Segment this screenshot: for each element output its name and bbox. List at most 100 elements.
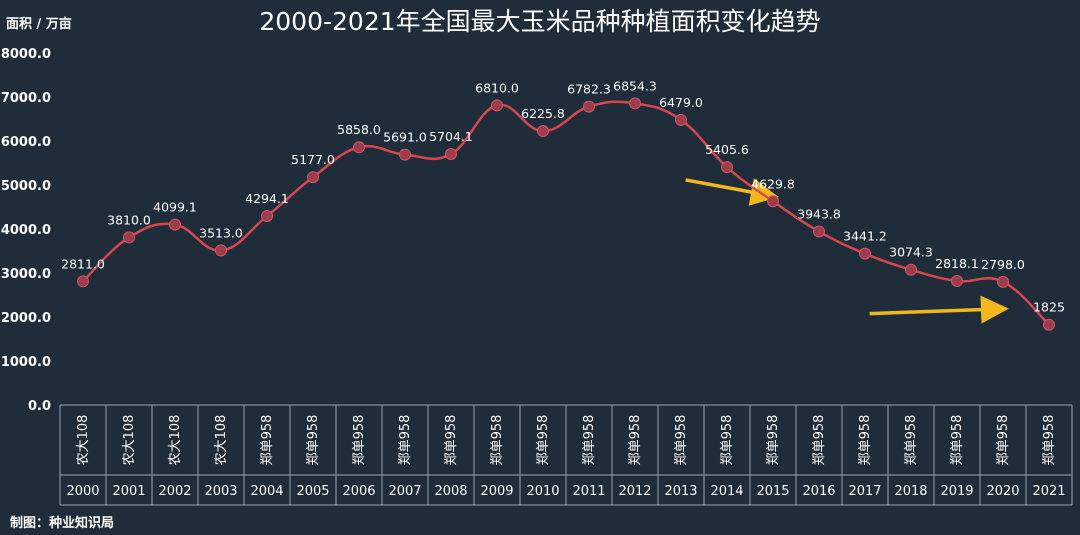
data-label: 4099.1 xyxy=(153,200,197,215)
data-label: 5858.0 xyxy=(337,122,381,137)
x-tick-label: 2001 xyxy=(112,484,145,499)
data-label: 4629.8 xyxy=(751,176,795,191)
data-point xyxy=(491,99,503,112)
y-tick-label: 8000.0 xyxy=(1,47,51,62)
x-variety-label: 郑单958 xyxy=(260,415,275,466)
data-point xyxy=(629,97,641,110)
chart-title: 2000-2021年全国最大玉米品种种植面积变化趋势 xyxy=(259,7,820,36)
y-tick-label: 7000.0 xyxy=(1,91,51,106)
x-axis: 农大108 2000 农大108 2001 农大108 2002 农大108 2003 郑单95… xyxy=(59,404,1073,506)
x-tick-label: 2014 xyxy=(710,484,743,499)
y-tick-label: 2000.0 xyxy=(1,311,51,326)
x-variety-label: 郑单958 xyxy=(444,415,459,466)
x-variety-label: 郑单958 xyxy=(490,415,505,466)
data-point xyxy=(767,195,779,208)
data-point xyxy=(261,210,273,223)
x-variety-label: 郑单958 xyxy=(398,415,413,466)
data-point xyxy=(675,113,687,126)
trend-arrow xyxy=(685,178,779,206)
data-label: 6810.0 xyxy=(475,80,519,95)
trend-arrow xyxy=(869,295,1009,324)
credit-text: 制图：种业知识局 xyxy=(10,515,114,531)
data-point xyxy=(537,125,549,138)
y-tick-label: 5000.0 xyxy=(1,179,51,194)
x-variety-label: 郑单958 xyxy=(812,415,827,466)
x-variety-label: 郑单958 xyxy=(904,415,919,466)
data-point xyxy=(77,275,89,288)
x-variety-label: 郑单958 xyxy=(858,415,873,466)
x-variety-label: 郑单958 xyxy=(582,415,597,466)
x-variety-label: 郑单958 xyxy=(306,415,321,466)
data-label: 6782.3 xyxy=(567,82,611,97)
x-tick-label: 2017 xyxy=(848,484,881,499)
data-label: 5704.1 xyxy=(429,129,473,144)
data-label: 3074.3 xyxy=(889,245,933,260)
x-variety-label: 郑单958 xyxy=(1042,415,1057,466)
x-tick-label: 2015 xyxy=(756,484,789,499)
data-point xyxy=(859,247,871,260)
x-variety-label: 郑单958 xyxy=(766,415,781,466)
data-label: 5405.6 xyxy=(705,142,749,157)
x-tick-label: 2012 xyxy=(618,484,651,499)
x-variety-label: 郑单958 xyxy=(674,415,689,466)
data-point xyxy=(1043,318,1055,331)
x-tick-label: 2002 xyxy=(158,484,191,499)
data-label: 2798.0 xyxy=(981,257,1025,272)
x-tick-label: 2016 xyxy=(802,484,835,499)
data-label: 3441.2 xyxy=(843,229,887,244)
x-tick-label: 2000 xyxy=(66,484,99,499)
y-tick-label: 0.0 xyxy=(28,399,51,414)
data-point xyxy=(813,225,825,238)
data-label: 3513.0 xyxy=(199,225,243,240)
x-variety-label: 郑单958 xyxy=(720,415,735,466)
x-variety-label: 郑单958 xyxy=(536,415,551,466)
x-tick-label: 2018 xyxy=(894,484,927,499)
x-variety-label: 农大108 xyxy=(122,415,137,466)
x-variety-label: 郑单958 xyxy=(996,415,1011,466)
x-variety-label: 农大108 xyxy=(214,415,229,466)
x-tick-label: 2005 xyxy=(296,484,329,499)
data-label: 6225.8 xyxy=(521,106,565,121)
x-tick-label: 2011 xyxy=(572,484,605,499)
x-tick-label: 2009 xyxy=(480,484,513,499)
y-axis: 0.0 1000.0 2000.0 3000.0 4000.0 5000.0 6000.0 7… xyxy=(1,47,51,414)
x-tick-label: 2006 xyxy=(342,484,375,499)
data-label: 1825 xyxy=(1033,300,1065,315)
data-label: 6854.3 xyxy=(613,78,657,93)
x-tick-label: 2021 xyxy=(1032,484,1065,499)
x-tick-label: 2004 xyxy=(250,484,283,499)
data-point xyxy=(307,171,319,184)
data-label: 4294.1 xyxy=(245,191,289,206)
data-label: 3810.0 xyxy=(107,212,151,227)
x-variety-label: 郑单958 xyxy=(352,415,367,466)
data-label: 6479.0 xyxy=(659,95,703,110)
data-point xyxy=(353,141,365,154)
y-tick-label: 6000.0 xyxy=(1,135,51,150)
x-tick-label: 2003 xyxy=(204,484,237,499)
data-label: 5177.0 xyxy=(291,152,335,167)
data-point xyxy=(445,148,457,161)
y-tick-label: 3000.0 xyxy=(1,267,51,282)
y-tick-label: 1000.0 xyxy=(1,355,51,370)
x-variety-label: 农大108 xyxy=(76,415,91,466)
x-tick-label: 2010 xyxy=(526,484,559,499)
x-tick-label: 2007 xyxy=(388,484,421,499)
data-points xyxy=(77,97,1055,331)
trend-arrows xyxy=(685,178,1009,324)
y-tick-label: 4000.0 xyxy=(1,223,51,238)
x-variety-label: 郑单958 xyxy=(950,415,965,466)
x-tick-label: 2008 xyxy=(434,484,467,499)
data-point xyxy=(721,161,733,174)
data-label: 3943.8 xyxy=(797,206,841,221)
data-point xyxy=(997,275,1009,288)
data-point xyxy=(169,218,181,231)
x-tick-label: 2020 xyxy=(986,484,1019,499)
data-point xyxy=(123,231,135,244)
data-point xyxy=(215,244,227,257)
x-tick-label: 2013 xyxy=(664,484,697,499)
data-point xyxy=(951,275,963,288)
data-label: 2811.0 xyxy=(61,256,105,271)
data-label: 2818.1 xyxy=(935,256,979,271)
series-line xyxy=(82,100,1050,326)
